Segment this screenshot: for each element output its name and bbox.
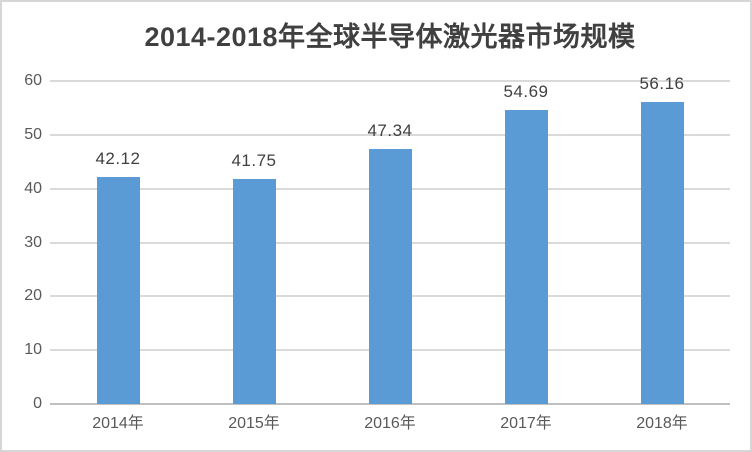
x-category-label-2014年: 2014年 — [92, 415, 144, 432]
bar-2014年 — [96, 177, 140, 404]
y-tick-label-60: 60 — [24, 72, 42, 89]
gridline-50 — [50, 133, 730, 136]
x-category-label-2016年: 2016年 — [364, 415, 416, 432]
y-tick-label-20: 20 — [24, 287, 42, 305]
bar-2018年 — [640, 101, 684, 404]
chart-title: 2014-2018年全球半导体激光器市场规模 — [144, 22, 636, 52]
gridline-60 — [50, 80, 730, 82]
y-tick-label-10: 10 — [24, 341, 42, 359]
data-label-2015年: 41.75 — [231, 151, 277, 171]
bar-2017年 — [504, 109, 548, 404]
bar-2016年 — [368, 149, 412, 404]
x-category-label-2018年: 2018年 — [636, 415, 688, 432]
data-label-2017年: 54.69 — [503, 81, 549, 101]
y-tick-label-0: 0 — [33, 395, 42, 412]
x-category-label-2015年: 2015年 — [228, 415, 280, 432]
data-label-2018年: 56.16 — [639, 73, 685, 93]
y-tick-label-40: 40 — [24, 179, 42, 197]
x-category-label-2017年: 2017年 — [500, 415, 552, 432]
x-axis-line — [50, 403, 730, 405]
data-label-2016年: 47.34 — [367, 121, 413, 141]
data-label-2014年: 42.12 — [95, 149, 141, 169]
y-tick-label-50: 50 — [24, 125, 42, 143]
bar-2015年 — [232, 179, 276, 404]
y-tick-label-30: 30 — [24, 233, 42, 251]
